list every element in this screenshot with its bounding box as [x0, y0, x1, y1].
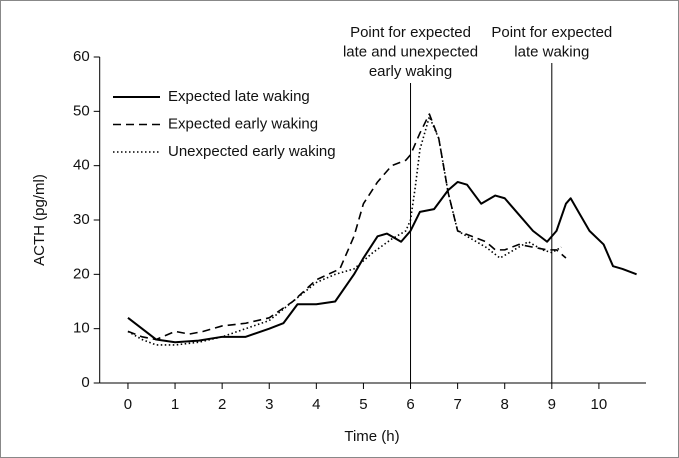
- y-tick-label: 50: [73, 102, 90, 119]
- x-tick-label: 9: [548, 396, 556, 413]
- y-tick-label: 60: [73, 48, 90, 65]
- y-tick-label: 0: [81, 374, 89, 391]
- y-tick-label: 20: [73, 265, 90, 282]
- x-tick-label: 5: [359, 396, 367, 413]
- y-tick-label: 40: [73, 157, 90, 174]
- x-tick-label: 8: [501, 396, 509, 413]
- y-tick-label: 10: [73, 320, 90, 337]
- x-tick-label: 6: [406, 396, 414, 413]
- x-tick-label: 3: [265, 396, 273, 413]
- series-line: [127, 180, 637, 344]
- series-line: [127, 113, 567, 341]
- legend-label: Unexpected early waking: [168, 143, 336, 160]
- series-line: [127, 115, 562, 346]
- x-tick-label: 10: [591, 396, 608, 413]
- y-axis-label: ACTH (pg/ml): [31, 174, 48, 266]
- x-tick-label: 7: [453, 396, 461, 413]
- legend-label: Expected late waking: [168, 88, 310, 105]
- annotation-text: late and unexpected: [343, 43, 478, 60]
- x-tick-label: 4: [312, 396, 320, 413]
- annotation-text: Point for expected: [491, 24, 612, 41]
- x-tick-label: 2: [218, 396, 226, 413]
- x-tick-label: 1: [171, 396, 179, 413]
- annotation-text: early waking: [369, 63, 452, 80]
- y-tick-label: 30: [73, 211, 90, 228]
- x-axis-label: Time (h): [344, 428, 399, 445]
- annotation-text: Point for expected: [350, 24, 471, 41]
- legend-label: Expected early waking: [168, 115, 318, 132]
- annotation-text: late waking: [514, 43, 589, 60]
- x-tick-label: 0: [124, 396, 132, 413]
